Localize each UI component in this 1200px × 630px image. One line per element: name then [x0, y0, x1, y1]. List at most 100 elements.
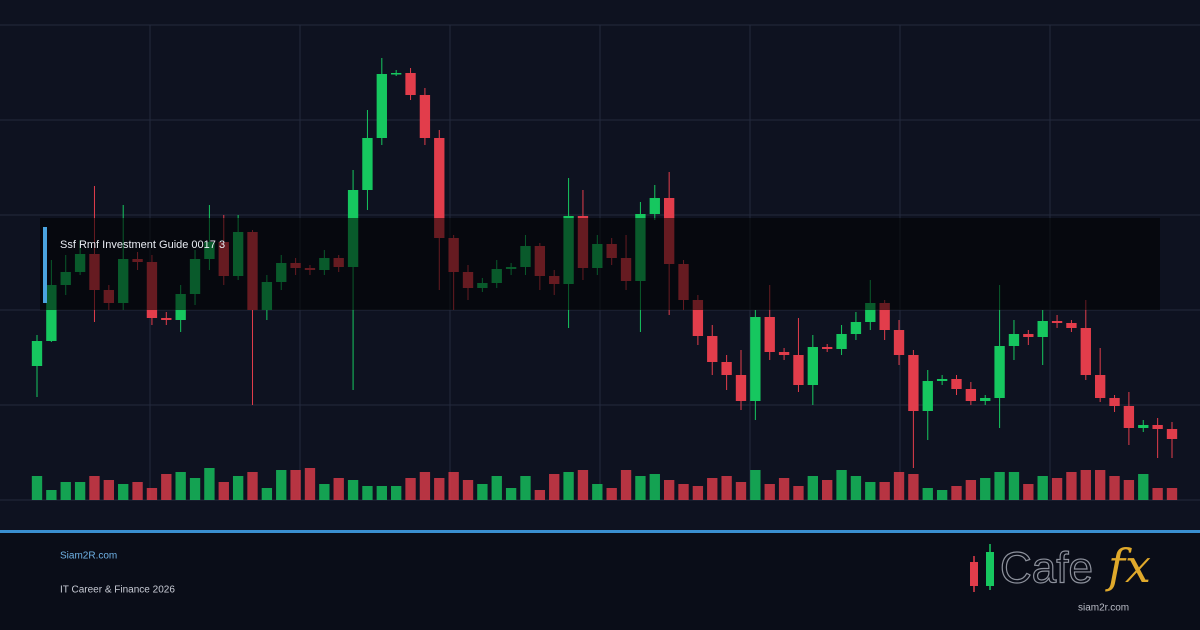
candle-body — [1109, 398, 1120, 406]
candle-body — [1066, 323, 1077, 328]
candle-body — [908, 355, 919, 411]
logo-accent: fx — [1105, 539, 1151, 593]
volume-bar — [46, 490, 57, 500]
volume-bar — [1051, 478, 1063, 500]
candle-body — [980, 398, 991, 401]
candle-body — [1023, 334, 1034, 337]
candle-body — [965, 389, 977, 401]
footer-band — [0, 533, 1200, 630]
candle-body — [1152, 425, 1163, 429]
volume-bar — [520, 476, 531, 500]
volume-bar — [276, 470, 287, 500]
volume-bar — [89, 476, 100, 500]
volume-bar — [477, 484, 488, 500]
candle-body — [778, 352, 790, 355]
volume-bar — [60, 482, 71, 500]
volume-bar — [391, 486, 402, 500]
volume-bar — [793, 486, 804, 500]
volume-bar — [1094, 470, 1106, 500]
candle-body — [405, 73, 416, 95]
volume-bar — [462, 480, 474, 500]
volume-bar — [491, 476, 502, 500]
volume-bar — [405, 478, 416, 500]
volume-bar — [577, 470, 589, 500]
overlay-accent — [43, 227, 47, 303]
volume-bar — [678, 484, 689, 500]
volume-bar — [1080, 470, 1091, 500]
candle-body — [922, 381, 933, 411]
volume-bar — [620, 470, 632, 500]
volume-bar — [721, 476, 732, 500]
volume-bar — [118, 484, 129, 500]
volume-bar — [189, 478, 201, 500]
candle-body — [1094, 375, 1106, 398]
volume-bar — [951, 486, 962, 500]
candle-body — [707, 336, 718, 362]
volume-bar — [807, 476, 818, 500]
candle-body — [893, 330, 905, 355]
volume-bar — [434, 478, 445, 500]
volume-bar — [635, 476, 646, 500]
volume-bar — [1166, 488, 1178, 500]
candle-body — [807, 347, 818, 385]
volume-bar — [218, 482, 229, 500]
volume-bar — [31, 476, 43, 500]
candle-body — [750, 317, 761, 401]
volume-bar — [161, 474, 172, 500]
divider — [0, 530, 1200, 533]
volume-bar — [965, 480, 977, 500]
candle-body — [161, 318, 172, 320]
candle-body — [735, 375, 747, 401]
volume-bar — [663, 480, 675, 500]
candle-body — [434, 138, 445, 238]
candle-body — [1008, 334, 1020, 346]
volume-bar — [1037, 476, 1048, 500]
candle-body — [793, 355, 804, 385]
volume-bar — [865, 482, 876, 500]
candle-body — [721, 362, 732, 375]
volume-bar — [290, 470, 301, 500]
volume-bar — [132, 482, 143, 500]
volume-bar — [764, 484, 775, 500]
candle-body — [649, 198, 660, 214]
volume-bar — [419, 472, 431, 500]
volume-bar — [247, 472, 258, 500]
candle-body — [836, 334, 847, 349]
volume-bar — [994, 472, 1005, 500]
volume-bar — [1023, 484, 1034, 500]
candle-body — [1080, 328, 1091, 375]
footer-tagline: IT Career & Finance 2026 — [60, 585, 175, 596]
volume-bar — [1008, 472, 1020, 500]
volume-bar — [319, 484, 330, 500]
logo-url: siam2r.com — [1078, 603, 1129, 614]
candle-body — [692, 300, 704, 336]
volume-bar — [936, 490, 948, 500]
candle-body — [46, 285, 57, 341]
candle-body — [865, 303, 876, 322]
volume-bar — [232, 476, 244, 500]
volume-bar — [563, 472, 574, 500]
candle-body — [391, 73, 402, 75]
volume-bar — [649, 474, 660, 500]
volume-bar — [850, 476, 862, 500]
candle-body — [879, 303, 890, 330]
candle-body — [1138, 425, 1149, 428]
volume-bar — [347, 480, 359, 500]
volume-bar — [534, 490, 546, 500]
volume-bar — [778, 478, 790, 500]
volume-bar — [822, 480, 833, 500]
volume-bar — [333, 478, 344, 500]
volume-bar — [1066, 472, 1077, 500]
volume-bar — [836, 470, 847, 500]
volume-bar — [362, 486, 373, 500]
volume-bar — [74, 482, 86, 500]
volume-bar — [103, 480, 115, 500]
candle-body — [376, 74, 387, 138]
candle-body — [1051, 321, 1063, 323]
volume-bars — [31, 468, 1178, 500]
candle-body — [994, 346, 1005, 398]
candle-body — [1123, 406, 1135, 428]
volume-bar — [261, 488, 273, 500]
overlay-title: Ssf Rmf Investment Guide 0017 3 — [60, 239, 225, 251]
